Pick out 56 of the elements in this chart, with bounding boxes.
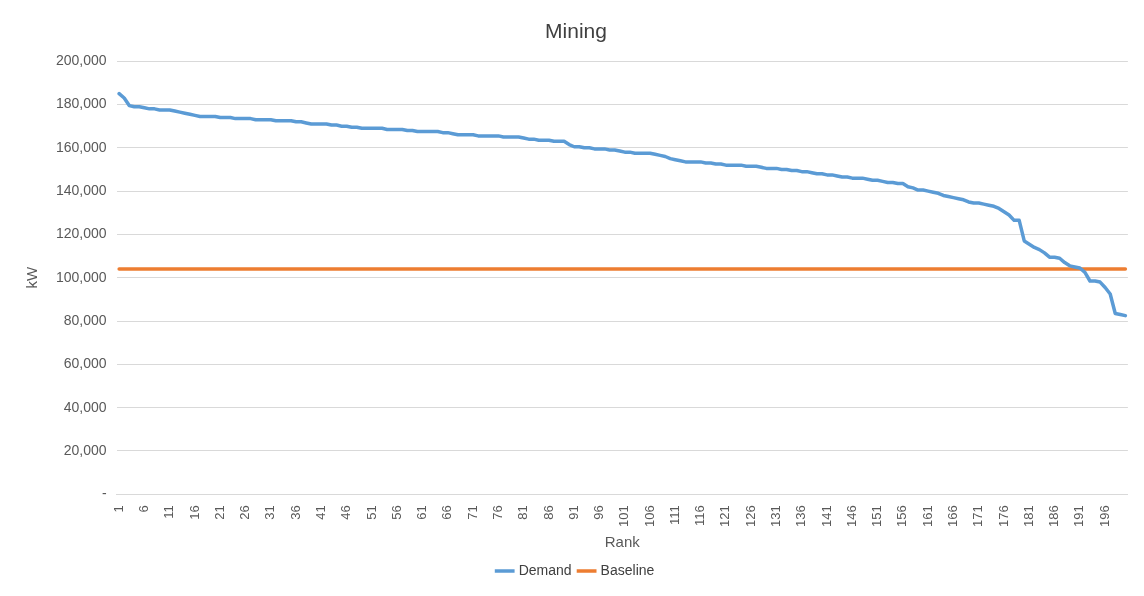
y-tick-label: 160,000 (56, 138, 107, 155)
x-tick-label: 16 (186, 505, 202, 520)
x-tick-label: 121 (717, 505, 733, 528)
x-tick-label: 126 (742, 505, 758, 528)
y-tick-label: 80,000 (63, 311, 107, 328)
y-axis-title: kW (23, 266, 41, 289)
legend-label: Demand (518, 561, 572, 578)
y-tick-label: 140,000 (56, 181, 107, 198)
x-tick-label: 101 (616, 505, 632, 528)
x-tick-label: 161 (919, 505, 935, 528)
x-tick-label: 111 (666, 505, 682, 526)
chart-title: Mining (545, 19, 607, 43)
y-tick-label: 120,000 (56, 225, 107, 242)
x-tick-label: 171 (970, 505, 986, 528)
y-tick-label: 60,000 (63, 355, 107, 372)
x-tick-label: 191 (1071, 505, 1087, 528)
x-tick-label: 51 (363, 505, 379, 520)
x-tick-label: 136 (793, 505, 809, 528)
x-tick-label: 196 (1096, 505, 1112, 528)
x-tick-label: 146 (843, 505, 859, 528)
x-tick-label: 21 (211, 505, 227, 520)
y-tick-label: - (101, 485, 107, 502)
y-tick-label: 100,000 (56, 268, 107, 285)
y-tick-label: 40,000 (63, 398, 107, 415)
legend-label: Baseline (600, 561, 655, 578)
x-tick-label: 186 (1046, 505, 1062, 528)
x-tick-label: 56 (388, 505, 404, 520)
x-tick-label: 46 (338, 505, 354, 520)
x-tick-label: 76 (489, 505, 505, 520)
x-tick-label: 91 (565, 505, 581, 520)
y-tick-label: 200,000 (56, 52, 107, 69)
x-tick-label: 66 (439, 505, 455, 520)
x-tick-label: 36 (287, 505, 303, 520)
x-tick-label: 71 (464, 505, 480, 520)
x-tick-label: 41 (312, 505, 328, 520)
x-tick-label: 86 (540, 505, 556, 520)
x-tick-label: 26 (237, 505, 253, 520)
x-tick-label: 151 (869, 505, 885, 528)
y-tick-label: 20,000 (63, 441, 107, 458)
x-tick-label: 156 (894, 505, 910, 528)
x-tick-label: 1 (110, 505, 126, 513)
x-axis-title: Rank (604, 533, 641, 551)
x-tick-label: 166 (945, 505, 961, 528)
x-tick-label: 11 (161, 505, 177, 519)
x-tick-label: 31 (262, 505, 278, 520)
x-tick-label: 176 (995, 505, 1011, 528)
x-tick-label: 116 (692, 505, 708, 527)
x-tick-label: 181 (1020, 505, 1036, 528)
x-tick-label: 81 (515, 505, 531, 520)
x-tick-label: 61 (414, 505, 430, 520)
x-tick-label: 106 (641, 505, 657, 528)
x-tick-label: 131 (768, 505, 784, 528)
x-tick-label: 6 (136, 505, 151, 513)
y-tick-label: 180,000 (56, 95, 107, 112)
x-tick-label: 141 (818, 505, 834, 528)
x-tick-label: 96 (591, 505, 607, 520)
